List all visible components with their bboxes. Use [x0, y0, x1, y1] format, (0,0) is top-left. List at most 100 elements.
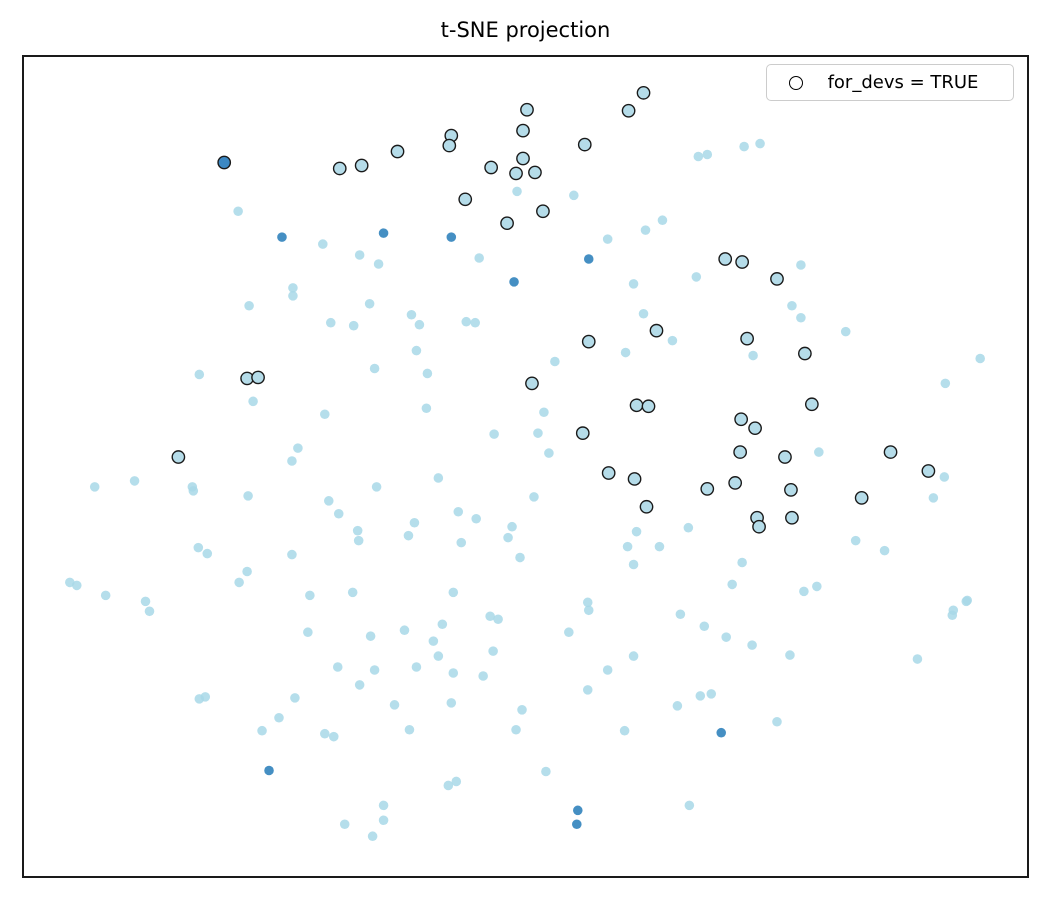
- scatter-point: [288, 283, 298, 293]
- scatter-point: [799, 586, 809, 597]
- scatter-point: [403, 530, 414, 541]
- scatter-point: [409, 517, 420, 528]
- scatter-point: [339, 819, 350, 830]
- scatter-point: [200, 692, 211, 702]
- scatter-point: [939, 472, 950, 482]
- scatter-point: [796, 260, 806, 270]
- scatter-point: [641, 399, 656, 414]
- scatter-point: [347, 587, 358, 598]
- scatter-point: [277, 232, 287, 242]
- scatter-point: [453, 507, 464, 517]
- scatter-point: [516, 123, 530, 138]
- scatter-point: [602, 234, 613, 244]
- scatter-point: [414, 319, 425, 330]
- scatter-point: [354, 250, 365, 260]
- scatter-point: [373, 259, 384, 269]
- scatter-point: [437, 619, 448, 630]
- scatter-point: [812, 581, 822, 592]
- scatter-point: [399, 625, 410, 635]
- scatter-point: [755, 138, 765, 149]
- scatter-point: [796, 312, 806, 323]
- scatter-point: [684, 800, 695, 811]
- scatter-point: [718, 252, 733, 266]
- scatter-point: [507, 521, 517, 532]
- scatter-point: [620, 347, 631, 358]
- scatter-point: [233, 206, 243, 217]
- scatter-point: [493, 614, 503, 625]
- scatter-point: [411, 662, 422, 672]
- plot-area: [22, 55, 1029, 878]
- scatter-point: [529, 492, 539, 502]
- scatter-point: [544, 448, 554, 458]
- scatter-point: [369, 363, 380, 374]
- scatter-point: [456, 537, 467, 548]
- scatter-point: [500, 216, 514, 231]
- scatter-point: [365, 631, 376, 641]
- scatter-point: [461, 316, 472, 327]
- scatter-point: [577, 137, 592, 152]
- scatter-point: [421, 403, 432, 414]
- scatter-point: [693, 151, 704, 162]
- scatter-point: [188, 486, 199, 496]
- scatter-point: [784, 483, 798, 497]
- scatter-point: [320, 728, 330, 739]
- scatter-point: [735, 255, 750, 269]
- scatter-point: [390, 144, 405, 159]
- scatter-point: [274, 712, 284, 723]
- scatter-point: [550, 356, 560, 367]
- scatter-point: [695, 691, 706, 701]
- scatter-svg: [65, 85, 985, 841]
- scatter-point: [602, 665, 613, 675]
- scatter-point: [264, 765, 274, 776]
- scatter-point: [352, 525, 363, 536]
- scatter-point: [202, 548, 213, 559]
- scatter-point: [428, 636, 439, 646]
- scatter-point: [140, 596, 151, 607]
- scatter-point: [675, 609, 686, 620]
- scatter-point: [649, 323, 664, 338]
- scatter-point: [451, 776, 462, 787]
- scatter-point: [727, 579, 737, 590]
- scatter-point: [628, 279, 639, 289]
- scatter-point: [512, 186, 522, 197]
- scatter-point: [804, 397, 819, 412]
- scatter-point: [636, 85, 651, 100]
- scatter-point: [478, 671, 488, 681]
- scatter-point: [242, 566, 252, 577]
- scatter-point: [572, 819, 582, 830]
- scatter-point: [525, 376, 539, 391]
- scatter-point: [654, 541, 665, 552]
- scatter-point: [575, 426, 590, 441]
- scatter-point: [787, 301, 797, 311]
- scatter-point: [629, 398, 644, 413]
- scatter-point: [448, 587, 459, 598]
- scatter-point: [702, 149, 713, 160]
- scatter-point: [879, 545, 890, 556]
- scatter-point: [569, 190, 579, 201]
- scatter-point: [378, 228, 389, 238]
- scatter-point: [243, 491, 253, 501]
- scatter-point: [928, 493, 939, 503]
- scatter-point: [244, 301, 254, 311]
- scatter-point: [100, 590, 111, 601]
- scatter-point: [785, 510, 799, 525]
- scatter-point: [699, 621, 710, 631]
- scatter-point: [770, 272, 784, 286]
- scatter-point: [511, 724, 521, 735]
- scatter-point: [248, 396, 258, 407]
- scatter-point: [89, 482, 100, 492]
- scatter-point: [406, 309, 417, 320]
- scatter-point: [485, 611, 495, 622]
- scatter-point: [940, 378, 951, 389]
- scatter-point: [318, 239, 328, 249]
- scatter-point: [389, 700, 400, 710]
- scatter-point: [287, 549, 297, 560]
- scatter-point: [840, 326, 851, 337]
- scatter-point: [72, 580, 82, 591]
- scatter-point: [129, 476, 140, 486]
- scatter-point: [854, 490, 869, 505]
- scatter-point: [433, 473, 444, 483]
- scatter-point: [691, 272, 702, 282]
- open-circle-icon: [789, 75, 803, 90]
